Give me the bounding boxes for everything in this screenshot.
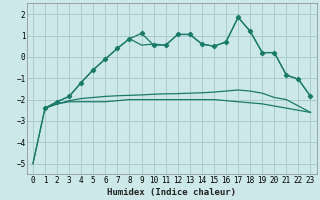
- X-axis label: Humidex (Indice chaleur): Humidex (Indice chaleur): [107, 188, 236, 197]
